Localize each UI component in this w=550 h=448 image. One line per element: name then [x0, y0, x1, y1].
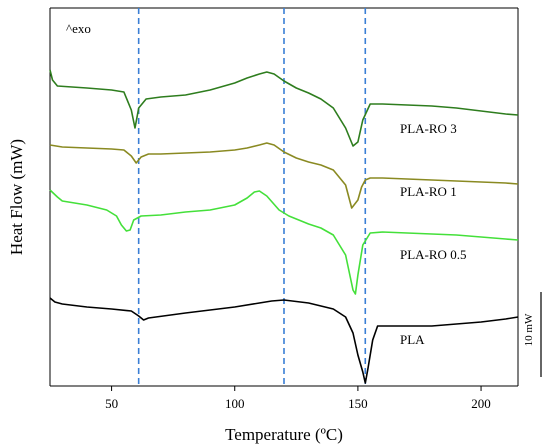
series-label-pla: PLA — [400, 332, 425, 347]
x-tick-label-100: 100 — [225, 396, 245, 411]
series-label-pla-ro-0-5: PLA-RO 0.5 — [400, 247, 466, 262]
curve-pla-ro-0-5 — [49, 189, 519, 295]
x-tick-label-200: 200 — [471, 396, 491, 411]
x-tick-label-150: 150 — [348, 396, 368, 411]
scale-bar-label: 10 mW — [523, 313, 535, 346]
reference-lines — [137, 8, 367, 386]
curves — [49, 69, 519, 384]
series-label-pla-ro-1: PLA-RO 1 — [400, 184, 457, 199]
series-label-pla-ro-3: PLA-RO 3 — [400, 121, 457, 136]
x-axis-label: Temperature (ºC) — [225, 425, 343, 444]
curve-pla-ro-1 — [49, 142, 519, 209]
curve-pla — [49, 297, 519, 384]
x-ticks: 50 100 150 200 — [105, 386, 491, 411]
curve-pla-ro-3 — [49, 69, 519, 147]
y-axis-label: Heat Flow (mW) — [7, 139, 26, 255]
x-tick-label-50: 50 — [105, 396, 118, 411]
exo-annotation: ^exo — [66, 21, 91, 36]
